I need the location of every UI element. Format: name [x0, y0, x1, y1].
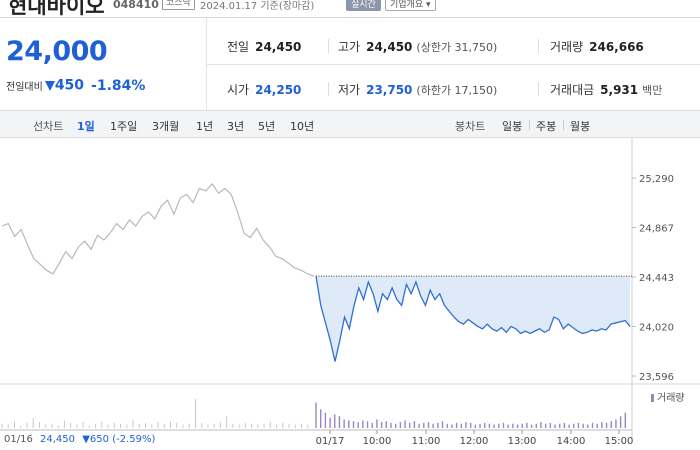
- candle-tab-weekly[interactable]: 주봉: [536, 120, 557, 133]
- amount-cell: 거래대금 5,931 백만: [550, 83, 663, 97]
- cell-divider: [538, 39, 539, 53]
- x-tick-label: 10:00: [363, 436, 392, 447]
- line-chart-tab[interactable]: 선차트: [33, 120, 64, 133]
- prev-day-date: 01/16: [4, 434, 33, 445]
- volume-legend-swatch: [651, 394, 654, 402]
- prev-day-summary: 01/16 24,450 ▼650 (-2.59%): [4, 434, 155, 445]
- period-tab-1w[interactable]: 1주일: [110, 120, 138, 133]
- amount-value: 5,931: [600, 83, 639, 97]
- high-cell: 고가 24,450 (상한가 31,750): [338, 40, 498, 54]
- period-tab-3m[interactable]: 3개월: [152, 120, 180, 133]
- upper-limit: (상한가 31,750): [416, 41, 498, 54]
- cell-divider: [328, 82, 329, 96]
- period-tab-1d[interactable]: 1일: [77, 120, 95, 133]
- x-tick-label: 12:00: [460, 436, 489, 447]
- y-tick-label: 24,443: [639, 273, 674, 284]
- company-info-dropdown[interactable]: 기업개요 ▾: [385, 0, 436, 11]
- row-divider: [207, 64, 700, 65]
- x-tick-label: 11:00: [412, 436, 441, 447]
- period-tab-1y[interactable]: 1년: [196, 120, 214, 133]
- prev-day-change: ▼650 (-2.59%): [82, 434, 156, 445]
- prev-day-close: 24,450: [40, 434, 76, 445]
- price-chart[interactable]: 25,290 24,867 24,443 24,020 23,596 거래량 01/17 10…: [0, 138, 700, 450]
- y-tick-label: 23,596: [639, 372, 674, 383]
- chart-tab-bar: 선차트 1일 1주일 3개월 1년 3년 5년 10년 봉차트 일봉 주봉 월봉: [0, 110, 700, 138]
- volume-legend-label: 거래량: [657, 392, 685, 404]
- change-label: 전일대비: [6, 82, 43, 93]
- cell-divider: [328, 39, 329, 53]
- candle-chart-tab[interactable]: 봉차트: [455, 120, 486, 133]
- prev-close-cell: 전일 24,450: [227, 40, 302, 54]
- change-amount: 450: [54, 77, 85, 94]
- price-chart-svg: 25,290 24,867 24,443 24,020 23,596 거래량 01/17 10…: [0, 138, 700, 447]
- period-tab-10y[interactable]: 10년: [290, 120, 315, 133]
- x-tick-label: 01/17: [316, 436, 345, 447]
- current-price: 24,000: [6, 36, 108, 67]
- period-tab-3y[interactable]: 3년: [227, 120, 245, 133]
- low-cell: 저가 23,750 (하한가 17,150): [338, 83, 498, 97]
- y-tick-label: 24,020: [639, 322, 674, 333]
- down-arrow-icon: [44, 80, 55, 91]
- open-cell: 시가 24,250: [227, 83, 302, 97]
- change-row: 전일대비 450 -1.84%: [6, 75, 145, 94]
- tab-divider: [563, 120, 564, 130]
- low-value: 23,750: [366, 83, 413, 97]
- today-area-fill: [316, 276, 630, 362]
- amount-unit: 백만: [642, 84, 663, 97]
- prev-day-line: [1, 182, 315, 277]
- period-tab-5y[interactable]: 5년: [258, 120, 276, 133]
- lower-limit: (하한가 17,150): [416, 84, 498, 97]
- open-value: 24,250: [255, 83, 302, 97]
- candle-tab-monthly[interactable]: 월봉: [570, 120, 591, 133]
- stock-code: 048410: [113, 0, 159, 11]
- high-value: 24,450: [366, 40, 413, 54]
- x-tick-label: 15:00: [605, 436, 634, 447]
- market-badge: 코스닥: [162, 0, 195, 10]
- prev-close-value: 24,450: [255, 40, 302, 54]
- cell-divider: [538, 82, 539, 96]
- x-tick-label: 14:00: [557, 436, 586, 447]
- today-price-line: [315, 276, 631, 362]
- volume-cell: 거래량 246,666: [550, 40, 644, 54]
- candle-tab-daily[interactable]: 일봉: [502, 120, 523, 133]
- current-price-cell: 24,000 전일대비 450 -1.84%: [0, 18, 207, 111]
- stock-header: 현대바이오 048410 코스닥 2024.01.17 기준(장마감) 실시간 …: [0, 0, 700, 16]
- change-percent: -1.84%: [91, 77, 146, 94]
- y-tick-label: 25,290: [639, 174, 674, 185]
- tab-divider: [529, 120, 530, 130]
- live-button[interactable]: 실시간: [346, 0, 381, 11]
- stock-name[interactable]: 현대바이오: [8, 0, 105, 16]
- y-tick-label: 24,867: [639, 223, 674, 234]
- quote-date: 2024.01.17 기준(장마감): [200, 1, 315, 12]
- quote-panel: 24,000 전일대비 450 -1.84% 전일 24,450 고가 24,450 (상…: [0, 17, 700, 111]
- volume-value: 246,666: [589, 40, 644, 54]
- x-tick-label: 13:00: [508, 436, 537, 447]
